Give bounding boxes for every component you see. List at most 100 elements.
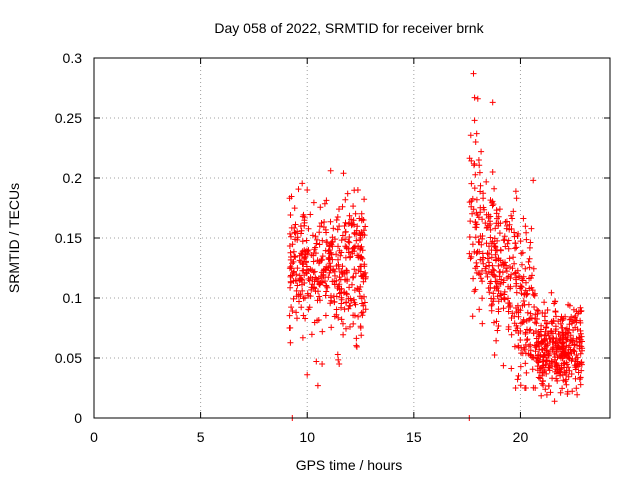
data-point	[541, 332, 548, 339]
data-point	[319, 328, 326, 335]
data-point	[552, 309, 559, 315]
data-point	[479, 267, 485, 274]
data-point	[557, 368, 564, 375]
data-point	[358, 332, 365, 339]
data-point	[357, 324, 364, 331]
data-point	[341, 306, 348, 313]
data-point	[473, 259, 480, 266]
data-point	[512, 245, 518, 252]
data-point	[351, 229, 358, 236]
data-point	[302, 315, 309, 322]
data-point	[354, 252, 361, 259]
data-point	[511, 343, 518, 350]
data-point	[311, 285, 318, 292]
data-point	[530, 291, 537, 298]
data-point	[499, 269, 506, 276]
data-point	[318, 220, 325, 226]
data-point	[338, 316, 345, 323]
data-point	[508, 365, 515, 372]
data-point	[529, 366, 536, 373]
data-point	[345, 221, 352, 227]
data-point	[290, 258, 297, 265]
data-point	[325, 264, 332, 271]
data-point	[557, 389, 564, 396]
data-point	[533, 335, 540, 342]
data-point	[350, 203, 357, 210]
data-point	[294, 228, 301, 235]
data-point	[338, 268, 345, 275]
data-point	[533, 344, 540, 350]
data-point	[492, 251, 499, 258]
data-point	[484, 273, 491, 280]
data-point	[469, 210, 476, 217]
data-point	[544, 357, 550, 364]
data-point	[479, 295, 486, 302]
data-point	[552, 354, 559, 361]
data-point	[524, 290, 531, 297]
data-point	[560, 345, 567, 352]
data-point	[360, 272, 367, 279]
data-point	[352, 301, 359, 308]
data-point	[578, 359, 585, 366]
data-point	[340, 320, 346, 327]
data-point	[560, 315, 567, 322]
data-point	[317, 204, 324, 211]
data-point	[525, 258, 532, 265]
data-point	[513, 244, 520, 251]
data-point	[313, 358, 320, 365]
data-point	[479, 320, 486, 327]
data-point	[509, 215, 516, 222]
data-point	[518, 283, 524, 290]
data-point	[512, 240, 519, 247]
data-point	[559, 385, 566, 392]
data-point	[340, 331, 347, 338]
data-point	[335, 314, 342, 321]
data-point	[505, 295, 511, 302]
data-point	[345, 238, 352, 245]
data-point	[490, 290, 497, 297]
data-point	[530, 177, 537, 184]
data-point	[331, 299, 338, 306]
data-point	[469, 313, 476, 320]
data-point	[523, 279, 529, 286]
data-point	[556, 331, 563, 338]
data-point	[327, 167, 334, 174]
data-point	[476, 169, 483, 176]
x-axis-label: GPS time / hours	[296, 457, 403, 473]
data-point	[522, 223, 529, 230]
data-point	[533, 358, 540, 365]
data-point	[326, 269, 333, 276]
data-point	[515, 313, 522, 320]
data-point	[578, 307, 585, 314]
data-point	[472, 234, 479, 241]
data-point	[543, 391, 550, 398]
data-point	[490, 298, 497, 305]
data-point	[513, 289, 520, 296]
data-point	[487, 197, 494, 204]
data-point	[538, 392, 545, 399]
data-point	[483, 263, 490, 270]
data-point	[570, 327, 577, 334]
data-point	[480, 195, 487, 202]
data-point	[315, 288, 321, 295]
data-point	[508, 271, 515, 278]
data-point	[350, 312, 357, 319]
data-point	[515, 342, 522, 349]
data-point	[491, 185, 498, 192]
data-point	[359, 300, 365, 307]
data-point	[343, 244, 350, 251]
data-point	[353, 342, 360, 349]
data-point	[348, 216, 355, 223]
data-point	[540, 369, 547, 375]
data-point	[491, 235, 498, 242]
data-point	[545, 352, 552, 359]
data-point	[353, 237, 360, 244]
data-point	[517, 337, 524, 343]
data-point	[342, 236, 349, 243]
data-point	[486, 262, 493, 269]
data-point	[468, 157, 475, 164]
y-tick-label: 0.2	[63, 170, 83, 186]
data-point	[474, 248, 481, 255]
data-point	[299, 238, 306, 245]
data-point	[309, 267, 316, 274]
